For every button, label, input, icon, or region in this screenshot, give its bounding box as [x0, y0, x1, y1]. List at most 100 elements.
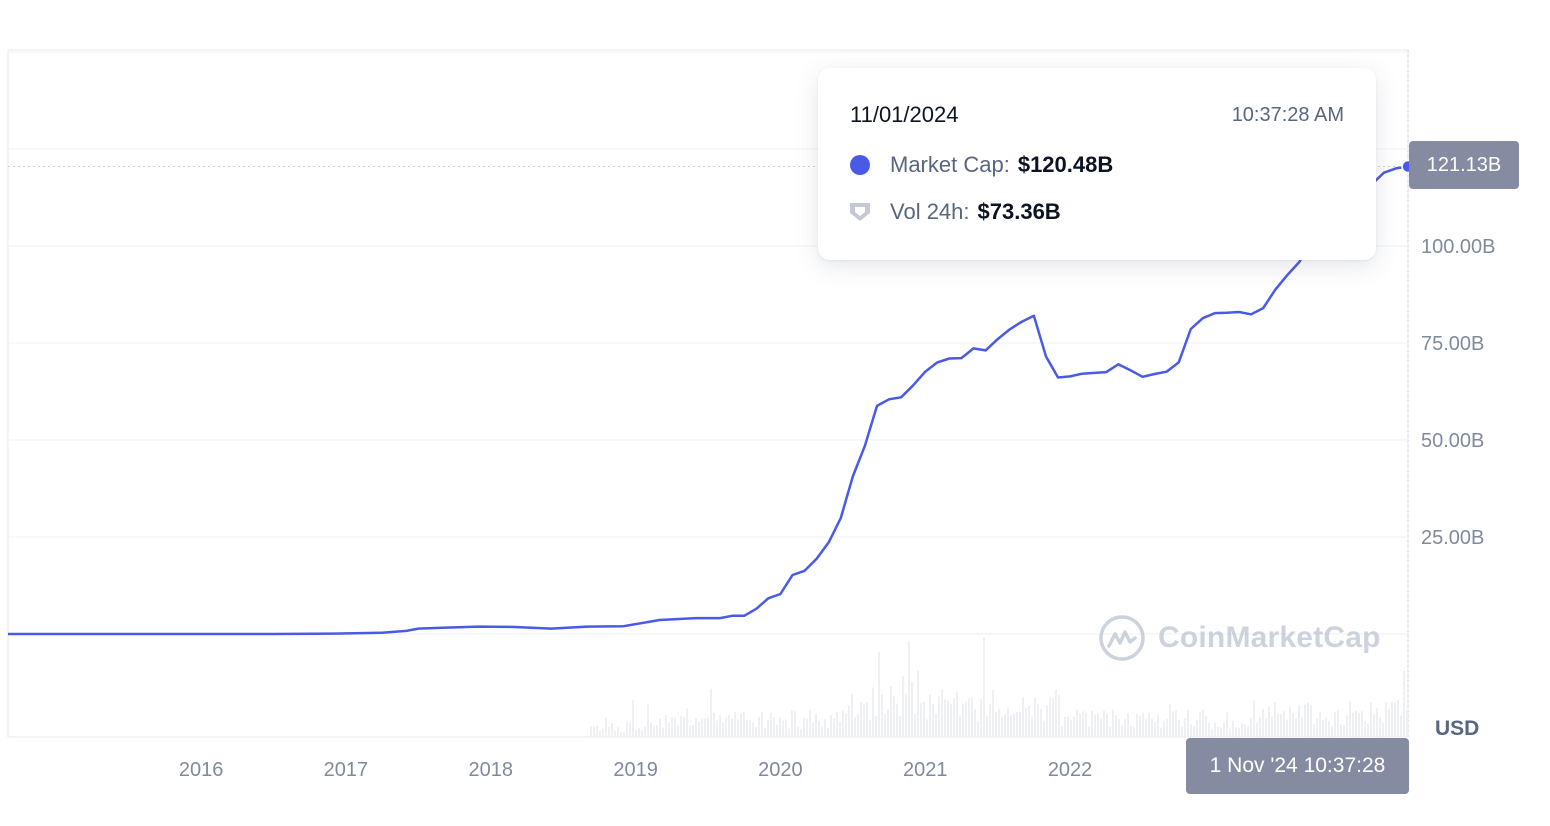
volume-bar: [1088, 726, 1090, 737]
volume-bar: [692, 724, 694, 737]
volume-bar: [1052, 698, 1054, 737]
volume-bar: [1343, 725, 1345, 737]
volume-bar: [899, 715, 901, 737]
volume-bar: [1046, 705, 1048, 737]
volume-bar: [776, 725, 778, 737]
volume-bar: [1136, 714, 1138, 737]
volume-bar: [1256, 722, 1258, 737]
volume-bar: [950, 704, 952, 737]
volume-bar: [665, 715, 667, 737]
volume-bar: [1175, 709, 1177, 737]
market-cap-dot-icon: [850, 155, 870, 175]
current-time-badge: 1 Nov '24 10:37:28: [1186, 738, 1409, 794]
volume-bar: [1361, 710, 1363, 737]
volume-bar: [842, 710, 844, 737]
market-cap-value: $120.48B: [1017, 152, 1114, 177]
volume-bar: [1178, 719, 1180, 737]
volume-value: $73.36B: [977, 199, 1061, 224]
volume-bar: [836, 712, 838, 737]
volume-bar: [707, 717, 709, 737]
volume-bar: [1337, 710, 1339, 737]
volume-bar: [1118, 719, 1120, 737]
volume-bar: [1124, 718, 1126, 737]
volume-bar: [1346, 715, 1348, 737]
volume-bar: [1055, 690, 1057, 737]
volume-bar: [947, 700, 949, 737]
volume-bar: [743, 711, 745, 737]
volume-bar: [1145, 718, 1147, 737]
volume-bars: [590, 637, 1408, 737]
volume-bar: [1109, 727, 1111, 737]
volume-bar: [1073, 716, 1075, 737]
volume-bar: [794, 710, 796, 737]
volume-bar: [1259, 717, 1261, 737]
volume-bar: [1106, 713, 1108, 737]
volume-bar: [602, 728, 604, 737]
volume-bar: [734, 711, 736, 737]
volume-bar: [608, 726, 610, 737]
volume-bar: [593, 726, 595, 737]
volume-bar: [1172, 711, 1174, 737]
volume-bar: [1076, 709, 1078, 737]
volume-bar: [1148, 713, 1150, 737]
volume-bar: [1379, 717, 1381, 737]
volume-bar: [1340, 724, 1342, 737]
volume-bar: [1121, 724, 1123, 737]
x-tick-label: 2022: [1048, 759, 1093, 781]
volume-bar: [656, 725, 658, 737]
volume-bar: [755, 726, 757, 737]
x-tick-label: 2018: [469, 759, 514, 781]
volume-bar: [1355, 710, 1357, 737]
volume-bar: [1220, 727, 1222, 737]
volume-bar: [1274, 702, 1276, 737]
volume-bar: [1022, 697, 1024, 737]
volume-bar: [827, 727, 829, 737]
volume-bar: [1016, 712, 1018, 737]
y-tick-label: 100.00B: [1421, 236, 1496, 258]
volume-bar: [953, 697, 955, 737]
volume-bar: [1115, 715, 1117, 737]
volume-label: Vol 24h:: [890, 199, 970, 224]
volume-bar: [830, 714, 832, 737]
volume-bar: [1229, 728, 1231, 737]
volume-bar: [1325, 717, 1327, 737]
volume-bar: [839, 721, 841, 737]
volume-bar: [1049, 697, 1051, 737]
volume-bar: [938, 696, 940, 737]
volume-bar: [1019, 712, 1021, 737]
volume-bar: [929, 694, 931, 737]
volume-bar: [1271, 716, 1273, 737]
volume-bar: [680, 715, 682, 737]
volume-bar: [863, 704, 865, 737]
volume-bar: [785, 719, 787, 737]
volume-bar: [944, 699, 946, 737]
volume-bar: [1232, 720, 1234, 737]
volume-bar: [1328, 720, 1330, 737]
volume-bar: [1196, 720, 1198, 737]
volume-bar: [1283, 711, 1285, 737]
volume-bar: [974, 709, 976, 737]
volume-bar: [623, 731, 625, 737]
volume-bar: [1094, 714, 1096, 737]
volume-bar: [1247, 726, 1249, 737]
volume-bar: [1127, 713, 1129, 737]
volume-bar: [1181, 726, 1183, 737]
volume-bar: [1163, 720, 1165, 737]
volume-bar: [728, 715, 730, 737]
volume-bar: [1067, 716, 1069, 737]
volume-bar: [1349, 701, 1351, 737]
volume-bar: [968, 698, 970, 737]
volume-bar: [617, 726, 619, 737]
volume-bar: [1079, 713, 1081, 737]
volume-bar: [1208, 722, 1210, 737]
volume-bar: [716, 720, 718, 737]
volume-bar: [833, 718, 835, 737]
volume-bar: [1139, 715, 1141, 737]
volume-bar: [791, 709, 793, 737]
volume-bar: [1400, 715, 1402, 737]
volume-bar: [854, 716, 856, 737]
volume-bar: [812, 722, 814, 737]
volume-bar: [1322, 719, 1324, 737]
volume-bar: [596, 725, 598, 737]
volume-bar: [1334, 711, 1336, 737]
